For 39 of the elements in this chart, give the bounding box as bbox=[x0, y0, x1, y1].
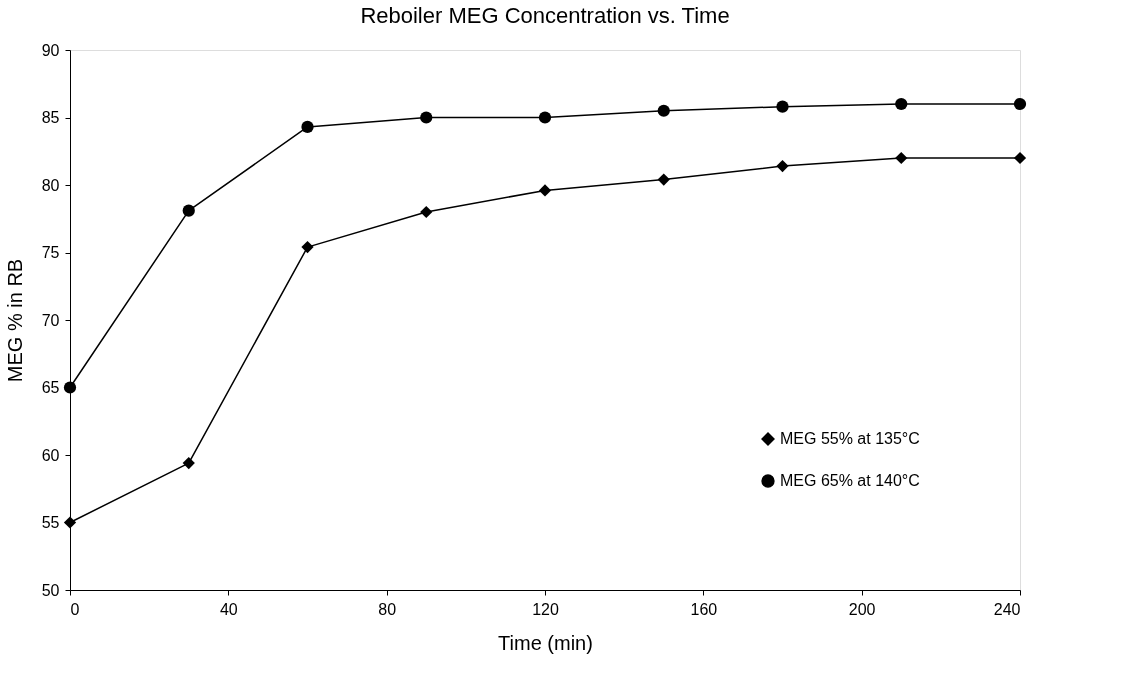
point bbox=[63, 516, 77, 529]
y-tick-label: 75 bbox=[41, 244, 60, 261]
point bbox=[420, 205, 433, 219]
point bbox=[1013, 97, 1027, 111]
legend-label: MEG 55% at 135°C bbox=[780, 430, 920, 447]
chart-title: Reboiler MEG Concentration vs. Time bbox=[360, 3, 730, 28]
y-tick-label: 60 bbox=[41, 446, 60, 464]
x-tick-label: 200 bbox=[848, 600, 876, 618]
point bbox=[776, 100, 789, 113]
x-tick-label: 120 bbox=[532, 600, 559, 618]
y-tick-label: 80 bbox=[41, 176, 60, 194]
x-tick-label: 0 bbox=[70, 600, 80, 618]
point bbox=[538, 111, 552, 124]
point bbox=[301, 120, 314, 134]
y-tick-label: 50 bbox=[41, 581, 60, 599]
x-tick-label: 240 bbox=[993, 600, 1021, 618]
point bbox=[63, 381, 77, 394]
point bbox=[895, 97, 908, 111]
point bbox=[420, 111, 433, 124]
point bbox=[182, 456, 195, 470]
point bbox=[657, 173, 670, 186]
point bbox=[895, 151, 908, 165]
x-tick-label: 40 bbox=[219, 600, 238, 618]
legend-label: MEG 65% at 140°C bbox=[780, 472, 920, 489]
x-axis-title: Time (min) bbox=[498, 631, 593, 654]
y-tick-label: 55 bbox=[41, 514, 60, 531]
x-tick-label: 160 bbox=[690, 600, 718, 618]
y-tick-label: 85 bbox=[41, 109, 60, 126]
y-tick-label: 65 bbox=[41, 379, 60, 396]
point bbox=[657, 104, 670, 117]
y-axis-title: MEG % in RB bbox=[3, 258, 26, 383]
point bbox=[538, 184, 552, 197]
point bbox=[182, 204, 195, 217]
point bbox=[776, 159, 789, 173]
x-tick-label: 80 bbox=[378, 600, 397, 618]
point bbox=[301, 240, 314, 254]
y-tick-label: 90 bbox=[41, 41, 60, 59]
y-tick-label: 70 bbox=[41, 311, 60, 329]
point bbox=[1013, 151, 1027, 165]
